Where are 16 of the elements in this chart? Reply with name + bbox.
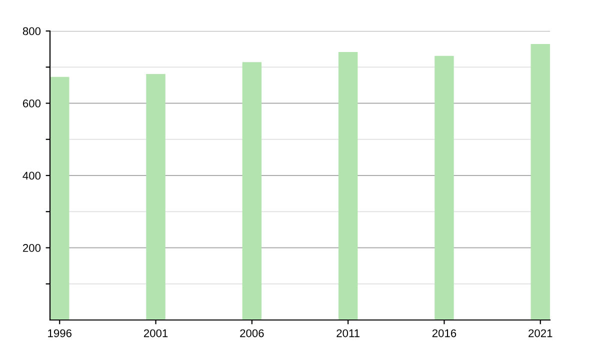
y-tick-label: 200: [22, 244, 41, 252]
bar: [242, 62, 262, 320]
x-tick-label: 2006: [240, 329, 264, 338]
y-tick-label: 800: [22, 27, 41, 36]
x-tick-label: 2016: [432, 329, 456, 338]
bar: [530, 44, 550, 320]
bar: [338, 52, 358, 320]
y-tick-label: 600: [23, 100, 41, 108]
bar: [146, 74, 166, 320]
x-tick-label: 2001: [144, 329, 168, 338]
bar: [434, 56, 454, 320]
x-tick-label: 2021: [528, 329, 552, 338]
x-tick-label: 2011: [336, 329, 360, 338]
y-tick-label: 400: [22, 172, 41, 180]
x-tick-label: 1996: [48, 329, 72, 338]
bar: [50, 76, 70, 320]
